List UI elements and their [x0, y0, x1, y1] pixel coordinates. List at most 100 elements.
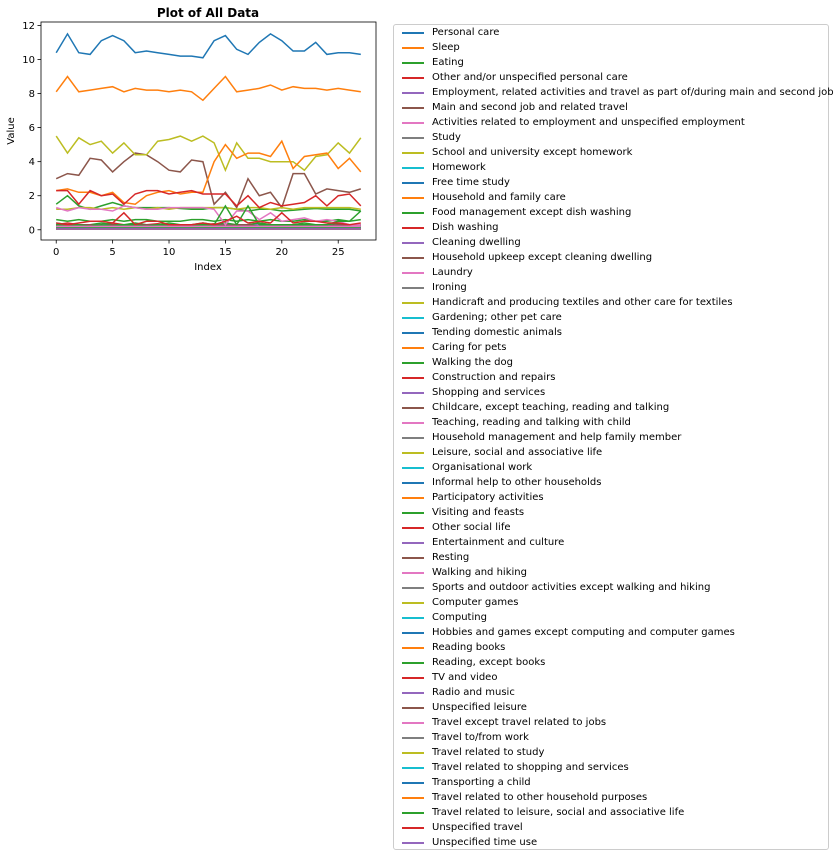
legend-label: Cleaning dwelling — [432, 237, 521, 248]
legend-item: Main and second job and related travel — [402, 100, 628, 115]
x-tick-label: 10 — [163, 247, 176, 258]
legend-label: Employment, related activities and trave… — [432, 87, 834, 98]
legend-item: Caring for pets — [402, 340, 506, 355]
legend-label: TV and video — [432, 672, 498, 683]
legend-swatch — [402, 736, 424, 739]
legend-swatch — [402, 841, 424, 844]
legend-swatch — [402, 106, 424, 109]
legend-swatch — [402, 211, 424, 214]
legend-swatch — [402, 136, 424, 139]
legend-label: Computer games — [432, 597, 519, 608]
legend-swatch — [402, 646, 424, 649]
legend-swatch — [402, 91, 424, 94]
legend-label: Handicraft and producing textiles and ot… — [432, 297, 733, 308]
legend-label: Travel related to study — [432, 747, 545, 758]
legend-item: Travel related to study — [402, 745, 544, 760]
legend-item: Travel related to other household purpos… — [402, 790, 647, 805]
legend-item: Organisational work — [402, 460, 532, 475]
legend-swatch — [402, 316, 424, 319]
legend-label: Other social life — [432, 522, 511, 533]
legend-swatch — [402, 166, 424, 169]
legend-label: Activities related to employment and uns… — [432, 117, 745, 128]
x-tick-label: 5 — [109, 247, 115, 258]
x-axis-label: Index — [194, 262, 222, 273]
series-line — [55, 75, 361, 102]
legend-item: Construction and repairs — [402, 370, 555, 385]
legend-swatch — [402, 616, 424, 619]
legend-label: Walking and hiking — [432, 567, 527, 578]
legend-item: Travel except travel related to jobs — [402, 715, 606, 730]
legend-swatch — [402, 706, 424, 709]
legend-swatch — [402, 631, 424, 634]
legend-item: Reading books — [402, 640, 505, 655]
legend-swatch — [402, 46, 424, 49]
legend-item: Employment, related activities and trave… — [402, 85, 834, 100]
legend-label: Travel related to other household purpos… — [432, 792, 648, 803]
legend-item: Food management except dish washing — [402, 205, 631, 220]
legend-swatch — [402, 481, 424, 484]
legend-label: Shopping and services — [432, 387, 546, 398]
legend-item: Study — [402, 130, 461, 145]
legend-item: Visiting and feasts — [402, 505, 524, 520]
legend-item: Computing — [402, 610, 487, 625]
plot-frame — [40, 21, 377, 241]
legend-swatch — [402, 526, 424, 529]
legend-label: Informal help to other households — [432, 477, 602, 488]
legend-label: Household management and help family mem… — [432, 432, 682, 443]
legend-swatch — [402, 676, 424, 679]
legend-label: Ironing — [432, 282, 467, 293]
legend-label: Travel related to shopping and services — [432, 762, 629, 773]
y-tick-label: 4 — [29, 157, 35, 168]
y-tick-label: 2 — [29, 191, 35, 202]
legend-swatch — [402, 781, 424, 784]
legend-label: Participatory activities — [432, 492, 544, 503]
legend-swatch — [402, 181, 424, 184]
legend-swatch — [402, 331, 424, 334]
x-axis-ticks: 0 5 10 15 20 25 — [53, 240, 345, 258]
legend-label: Personal care — [432, 27, 500, 38]
legend-item: Radio and music — [402, 685, 515, 700]
legend-label: Travel to/from work — [432, 732, 529, 743]
legend-label: Construction and repairs — [432, 372, 556, 383]
legend-label: Household and family care — [432, 192, 566, 203]
y-tick-label: 8 — [29, 89, 35, 100]
series-line — [56, 218, 361, 223]
legend-item: Hobbies and games except computing and c… — [402, 625, 735, 640]
legend-item: Tending domestic animals — [402, 325, 562, 340]
legend-swatch — [402, 466, 424, 469]
legend-item: Unspecified leisure — [402, 700, 527, 715]
legend-swatch — [402, 361, 424, 364]
legend-label: Hobbies and games except computing and c… — [432, 627, 735, 638]
legend-swatch — [402, 436, 424, 439]
series-line — [55, 135, 362, 173]
legend-label: Visiting and feasts — [432, 507, 525, 518]
legend-label: Sleep — [432, 42, 460, 53]
legend-item: Cleaning dwelling — [402, 235, 521, 250]
legend-swatch — [402, 511, 424, 514]
legend-label: Household upkeep except cleaning dwellin… — [432, 252, 653, 263]
legend-item: Gardening; other pet care — [402, 310, 562, 325]
legend-swatch — [402, 76, 424, 79]
legend-item: Walking the dog — [402, 355, 513, 370]
legend-item: TV and video — [402, 670, 497, 685]
legend-swatch — [402, 346, 424, 349]
legend-label: Homework — [432, 162, 486, 173]
legend-label: Transporting a child — [432, 777, 531, 788]
legend-item: Walking and hiking — [402, 565, 527, 580]
legend-label: Teaching, reading and talking with child — [432, 417, 631, 428]
legend-swatch — [402, 601, 424, 604]
legend-label: Study — [432, 132, 461, 143]
legend-item: Other social life — [402, 520, 511, 535]
legend-swatch — [402, 196, 424, 199]
legend-swatch — [402, 796, 424, 799]
plot-lines — [55, 32, 362, 230]
legend-item: Household management and help family mem… — [402, 430, 681, 445]
legend-item: Informal help to other households — [402, 475, 601, 490]
legend-label: Radio and music — [432, 687, 515, 698]
legend-item: Personal care — [402, 25, 499, 40]
legend-label: School and university except homework — [432, 147, 633, 158]
legend-item: Eating — [402, 55, 464, 70]
series-line — [56, 211, 361, 226]
legend-item: Dish washing — [402, 220, 499, 235]
legend-item: Entertainment and culture — [402, 535, 564, 550]
